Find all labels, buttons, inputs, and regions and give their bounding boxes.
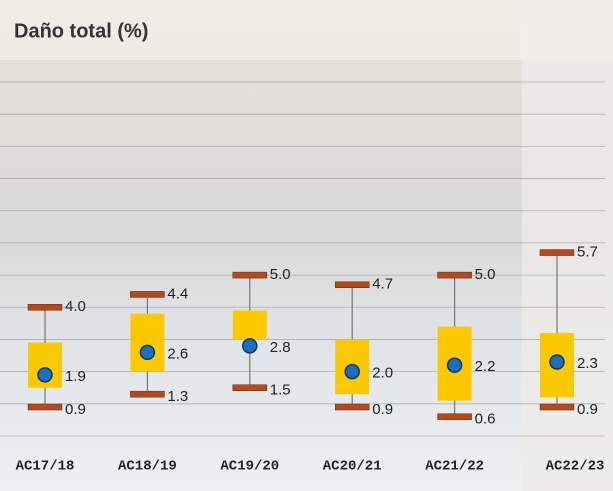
min-label: 0.9 — [372, 401, 393, 418]
max-label: 5.0 — [475, 266, 496, 283]
x-tick-label: AC21/22 — [425, 459, 484, 475]
title-band — [0, 0, 613, 60]
mean-dot — [446, 357, 463, 373]
min-cap — [539, 403, 575, 411]
max-label: 4.0 — [65, 298, 86, 315]
box — [232, 310, 267, 340]
side-panel — [522, 0, 613, 491]
mean-label: 2.8 — [270, 339, 291, 356]
mean-label: 2.6 — [167, 345, 188, 362]
min-cap — [130, 390, 165, 398]
max-label: 5.0 — [270, 266, 291, 283]
max-label: 5.7 — [577, 244, 598, 261]
mean-dot — [139, 344, 156, 361]
mean-label: 2.0 — [372, 365, 393, 382]
min-cap — [437, 413, 472, 420]
x-tick-label: AC19/20 — [220, 459, 279, 475]
min-label: 0.6 — [475, 411, 496, 428]
max-label: 4.4 — [167, 285, 188, 302]
max-cap — [539, 249, 575, 256]
min-cap — [27, 403, 63, 411]
mean-label: 2.3 — [577, 355, 598, 372]
chart-title: Daño total (%) — [14, 20, 148, 42]
max-cap — [334, 281, 370, 288]
mean-dot — [549, 354, 565, 370]
min-label: 0.9 — [65, 401, 86, 418]
x-tick-label: AC18/19 — [118, 459, 177, 475]
x-tick-label: AC20/21 — [323, 459, 382, 475]
max-label: 4.7 — [372, 276, 393, 293]
mean-dot — [242, 338, 258, 354]
min-cap — [232, 384, 268, 391]
min-cap — [334, 403, 370, 411]
min-label: 1.3 — [167, 388, 188, 405]
mean-dot — [37, 367, 53, 383]
max-cap — [27, 304, 63, 311]
min-label: 1.5 — [270, 382, 291, 399]
max-cap — [232, 271, 268, 279]
max-cap — [437, 271, 472, 279]
max-cap — [130, 291, 165, 298]
x-tick-label: AC17/18 — [16, 459, 75, 475]
x-tick-label: AC22/23 — [546, 459, 605, 475]
mean-label: 1.9 — [65, 368, 86, 385]
mean-label: 2.2 — [475, 358, 496, 375]
box — [130, 313, 165, 372]
mean-dot — [344, 363, 360, 380]
min-label: 0.9 — [577, 401, 598, 418]
